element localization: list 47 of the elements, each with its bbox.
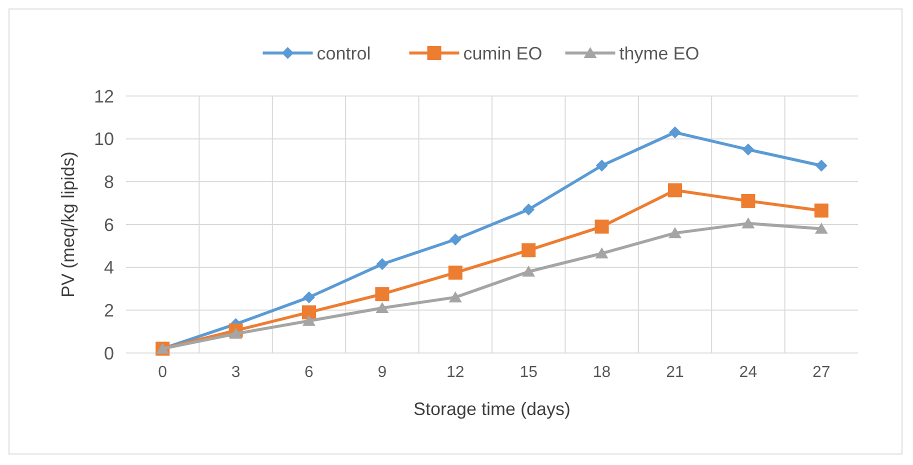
y-tick-label: 2 — [104, 300, 114, 320]
point — [302, 305, 316, 320]
x-tick-label: 27 — [812, 364, 830, 381]
point — [741, 194, 756, 208]
point — [302, 314, 316, 326]
point — [814, 222, 828, 234]
point — [522, 204, 535, 216]
point — [303, 291, 315, 304]
point — [669, 126, 681, 138]
point — [376, 302, 389, 314]
legend-label: control — [316, 43, 371, 64]
point — [814, 204, 828, 218]
y-tick-label: 12 — [94, 86, 114, 106]
x-tick-label: 18 — [592, 364, 611, 381]
point — [448, 291, 462, 302]
point — [375, 287, 390, 302]
point — [668, 227, 682, 238]
point — [449, 233, 462, 246]
x-tick-label: 24 — [739, 364, 758, 381]
point — [742, 217, 755, 228]
x-tick-label: 3 — [231, 364, 240, 381]
point — [596, 160, 608, 172]
y-tick-label: 0 — [104, 343, 114, 364]
x-tick-label: 9 — [378, 364, 387, 381]
point — [668, 183, 682, 198]
y-tick-label: 8 — [104, 172, 114, 192]
point — [594, 220, 609, 234]
legend-label: thyme EO — [619, 43, 700, 64]
point — [522, 266, 536, 277]
point — [376, 258, 388, 270]
y-tick-label: 10 — [94, 129, 114, 150]
point — [522, 243, 536, 258]
x-tick-label: 0 — [158, 364, 168, 381]
point — [815, 160, 828, 172]
point — [448, 266, 462, 280]
point — [595, 247, 608, 258]
x-axis-title: Storage time (days) — [413, 399, 571, 419]
legend-label: cumin EO — [463, 43, 542, 64]
point — [229, 328, 242, 339]
x-tick-label: 12 — [446, 364, 464, 381]
x-tick-label: 6 — [304, 364, 314, 381]
point — [742, 144, 754, 156]
x-tick-label: 15 — [520, 364, 538, 381]
y-tick-label: 6 — [104, 214, 114, 235]
x-tick-label: 21 — [666, 364, 684, 381]
y-axis-title: PV (meq/kg lipids) — [58, 151, 78, 298]
y-tick-label: 4 — [104, 258, 114, 278]
